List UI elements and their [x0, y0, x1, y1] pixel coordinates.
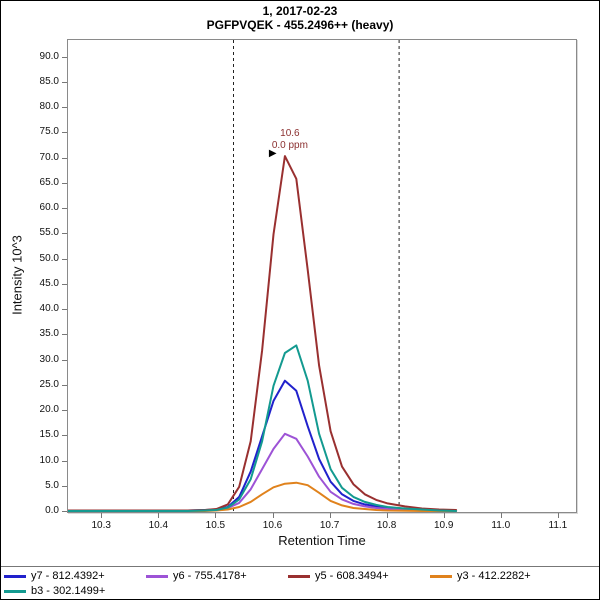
- y-tick-mark: [62, 107, 67, 109]
- y-tick-mark: [62, 359, 67, 361]
- legend-label-y5: y5 - 608.3494+: [315, 570, 389, 582]
- x-tick-label: 10.6: [262, 520, 283, 531]
- y-tick-mark: [62, 132, 67, 134]
- legend-swatch-y6: [146, 574, 168, 578]
- y-tick-mark: [62, 283, 67, 285]
- chromatogram-trace-b3: [68, 344, 458, 512]
- chromatogram-trace-y7: [68, 379, 458, 512]
- y-tick-mark: [62, 182, 67, 184]
- y-tick-label: 65.0: [39, 176, 59, 188]
- y-tick-mark: [62, 334, 67, 336]
- chromatogram-plot[interactable]: [68, 40, 576, 512]
- legend-label-y3: y3 - 412.2282+: [457, 570, 531, 582]
- y-tick-label: 90.0: [39, 50, 59, 62]
- legend-swatch-y7: [4, 574, 26, 578]
- x-tick-label: 10.5: [205, 520, 226, 531]
- legend-label-b3: b3 - 302.1499+: [31, 585, 106, 597]
- y-tick-label: 40.0: [39, 303, 59, 315]
- chromatogram-trace-y3: [68, 481, 458, 512]
- y-tick-label: 10.0: [39, 454, 59, 466]
- peak-annotation: 10.6 0.0 ppm: [272, 128, 308, 151]
- legend-item-y5: y5 - 608.3494+: [288, 570, 430, 582]
- y-tick-mark: [62, 485, 67, 487]
- chromatogram-trace-y5: [68, 155, 458, 512]
- y-tick-label: 0.0: [45, 505, 59, 516]
- legend-label-y6: y6 - 755.4178+: [173, 570, 247, 582]
- legend-items: y7 - 812.4392+ y6 - 755.4178+ y5 - 608.349…: [4, 570, 596, 597]
- x-tick-mark: [272, 513, 274, 518]
- plot-area[interactable]: [67, 39, 577, 513]
- y-tick-label: 15.0: [39, 429, 59, 441]
- y-tick-label: 70.0: [39, 151, 59, 163]
- y-tick-mark: [62, 208, 67, 210]
- x-tick-label: 10.9: [433, 520, 454, 531]
- peak-ppm-label: 0.0 ppm: [271, 139, 308, 151]
- y-tick-label: 35.0: [39, 328, 59, 340]
- x-tick-mark: [500, 513, 502, 518]
- x-tick-label: 11.1: [548, 520, 568, 531]
- x-axis-title: Retention Time: [278, 533, 366, 548]
- y-tick-label: 20.0: [39, 404, 59, 415]
- x-tick-mark: [386, 513, 388, 518]
- y-tick-mark: [62, 460, 67, 462]
- y-tick-label: 60.0: [39, 202, 59, 214]
- peak-pointer-icon: ▶: [268, 148, 277, 160]
- replicate-title: 1, 2017-02-23: [262, 4, 338, 18]
- y-tick-label: 80.0: [39, 101, 59, 113]
- y-tick-label: 5.0: [45, 479, 59, 491]
- legend-swatch-y3: [430, 574, 452, 578]
- x-tick-mark: [215, 513, 217, 518]
- x-tick-mark: [557, 513, 559, 518]
- y-tick-mark: [62, 233, 67, 235]
- legend-item-y7: y7 - 812.4392+: [4, 570, 146, 582]
- x-tick-mark: [101, 513, 103, 518]
- y-tick-label: 75.0: [39, 126, 59, 138]
- y-tick-mark: [62, 410, 67, 411]
- y-tick-mark: [62, 511, 67, 512]
- legend-swatch-b3: [4, 589, 26, 593]
- x-tick-label: 10.8: [376, 520, 397, 531]
- y-tick-label: 30.0: [39, 353, 59, 365]
- y-tick-mark: [62, 56, 67, 58]
- x-tick-mark: [443, 513, 445, 518]
- y-tick-label: 45.0: [39, 277, 59, 289]
- y-tick-mark: [62, 81, 67, 83]
- y-tick-mark: [62, 309, 67, 311]
- x-tick-label: 10.4: [148, 520, 169, 531]
- legend: y7 - 812.4392+ y6 - 755.4178+ y5 - 608.349…: [1, 566, 599, 599]
- chromatogram-trace-y6: [68, 432, 458, 512]
- y-tick-label: 85.0: [39, 75, 59, 87]
- x-tick-mark: [158, 513, 160, 518]
- y-tick-mark: [62, 157, 67, 159]
- x-tick-label: 11.0: [491, 520, 511, 531]
- peak-rt-label: 10.6: [280, 128, 300, 140]
- y-tick-label: 55.0: [39, 227, 59, 239]
- y-tick-label: 50.0: [39, 252, 59, 264]
- legend-item-b3: b3 - 302.1499+: [4, 585, 146, 597]
- x-tick-mark: [329, 513, 331, 518]
- x-tick-label: 10.3: [91, 520, 111, 531]
- legend-swatch-y5: [288, 574, 310, 578]
- y-tick-mark: [62, 384, 67, 386]
- legend-item-y6: y6 - 755.4178+: [146, 570, 288, 582]
- legend-label-y7: y7 - 812.4392+: [31, 570, 105, 582]
- y-tick-label: 25.0: [39, 378, 59, 390]
- peptide-title: PGFPVQEK - 455.2496++ (heavy): [206, 18, 394, 32]
- legend-item-y3: y3 - 412.2282+: [430, 570, 572, 582]
- y-tick-mark: [62, 258, 67, 260]
- y-tick-mark: [62, 435, 67, 437]
- x-tick-label: 10.7: [319, 520, 340, 531]
